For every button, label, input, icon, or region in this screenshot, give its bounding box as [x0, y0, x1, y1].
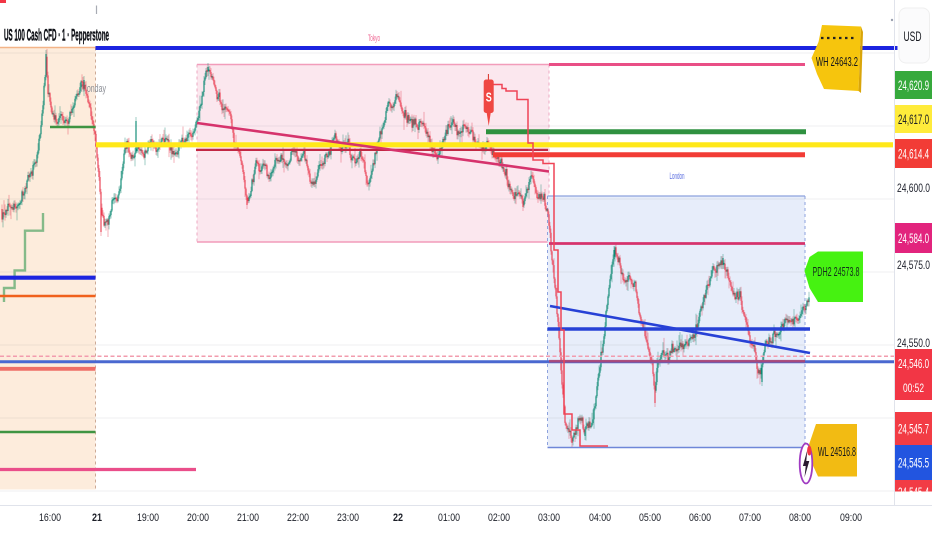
svg-text:USD: USD — [904, 28, 922, 44]
svg-text:PDH2 24573.8: PDH2 24573.8 — [813, 264, 860, 279]
svg-text:24,614.4: 24,614.4 — [898, 146, 929, 162]
svg-text:24,546.0: 24,546.0 — [898, 356, 929, 371]
svg-text:London: London — [670, 171, 685, 182]
svg-text:24,620.9: 24,620.9 — [898, 77, 929, 93]
svg-text:23:00: 23:00 — [337, 512, 359, 524]
svg-text:09:00: 09:00 — [840, 512, 862, 524]
svg-text:24,545.5: 24,545.5 — [898, 455, 929, 471]
svg-text:02:00: 02:00 — [488, 512, 510, 524]
svg-text:24,584.0: 24,584.0 — [898, 230, 929, 246]
svg-text:24,575.0: 24,575.0 — [897, 258, 930, 272]
svg-text:21: 21 — [92, 512, 102, 524]
svg-text:24,550.0: 24,550.0 — [897, 336, 930, 350]
svg-text:21:00: 21:00 — [237, 512, 259, 524]
svg-text:Tokyo: Tokyo — [368, 33, 380, 43]
svg-text:03:00: 03:00 — [538, 512, 560, 524]
svg-text:00:52: 00:52 — [903, 381, 924, 395]
svg-text:WH 24643.2: WH 24643.2 — [816, 54, 858, 69]
svg-text:07:00: 07:00 — [739, 512, 761, 524]
svg-text:24,545.7: 24,545.7 — [898, 421, 929, 437]
svg-text:22:00: 22:00 — [287, 512, 309, 524]
svg-text:16:00: 16:00 — [39, 512, 61, 524]
svg-text:Monday: Monday — [81, 83, 106, 95]
svg-text:05:00: 05:00 — [639, 512, 661, 524]
svg-text:22: 22 — [393, 512, 403, 524]
svg-text:WL 24516.8: WL 24516.8 — [818, 444, 856, 459]
svg-text:20:00: 20:00 — [187, 512, 209, 524]
svg-text:01:00: 01:00 — [438, 512, 460, 524]
svg-text:24,600.0: 24,600.0 — [897, 181, 930, 195]
svg-text:19:00: 19:00 — [137, 512, 159, 524]
svg-text:06:00: 06:00 — [689, 512, 711, 524]
svg-text:04:00: 04:00 — [589, 512, 611, 524]
svg-text:08:00: 08:00 — [789, 512, 811, 524]
svg-text:S: S — [486, 91, 492, 105]
svg-text:24,617.0: 24,617.0 — [898, 111, 929, 127]
svg-text:US 100 Cash CFD · 1 · Pepperst: US 100 Cash CFD · 1 · Pepperstone — [4, 26, 109, 45]
